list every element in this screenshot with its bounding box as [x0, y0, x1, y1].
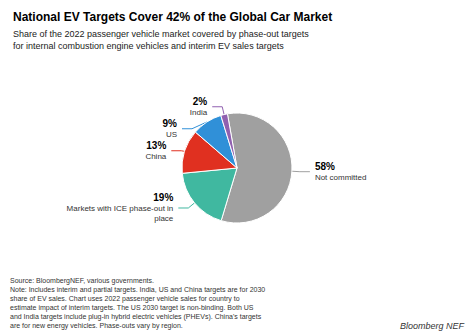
svg-text:are for new energy vehicles. P: are for new energy vehicles. Phase-outs …: [10, 322, 183, 330]
svg-text:place: place: [154, 214, 174, 223]
svg-text:estimate impact of interim tar: estimate impact of interim targets. The …: [10, 304, 254, 312]
svg-text:share of EV sales. Chart uses: share of EV sales. Chart uses 2022 passe…: [10, 295, 240, 303]
svg-text:Markets with ICE phase-out in: Markets with ICE phase-out in: [67, 204, 174, 213]
svg-text:China: China: [145, 152, 166, 161]
svg-text:Note: Includes interim and par: Note: Includes interim and partial targe…: [10, 286, 265, 294]
svg-text:13%: 13%: [146, 140, 166, 151]
svg-text:Share of the 2022 passenger ve: Share of the 2022 passenger vehicle mark…: [13, 29, 309, 39]
svg-text:and India targets include plug: and India targets include plug-in hybrid…: [10, 313, 262, 321]
svg-text:Bloomberg NEF: Bloomberg NEF: [400, 321, 465, 331]
svg-text:Source: BloombergNEF, various: Source: BloombergNEF, various government…: [10, 277, 154, 285]
svg-text:US: US: [166, 130, 177, 139]
svg-text:2%: 2%: [193, 96, 208, 107]
svg-text:for internal combustion engine: for internal combustion engine vehicles …: [13, 41, 284, 51]
svg-text:19%: 19%: [153, 192, 173, 203]
svg-text:National EV Targets Cover 42%: National EV Targets Cover 42% of the Glo…: [13, 10, 332, 24]
svg-text:India: India: [190, 108, 208, 117]
svg-text:58%: 58%: [315, 161, 335, 172]
svg-text:Not committed: Not committed: [315, 173, 367, 182]
svg-text:9%: 9%: [163, 118, 178, 129]
